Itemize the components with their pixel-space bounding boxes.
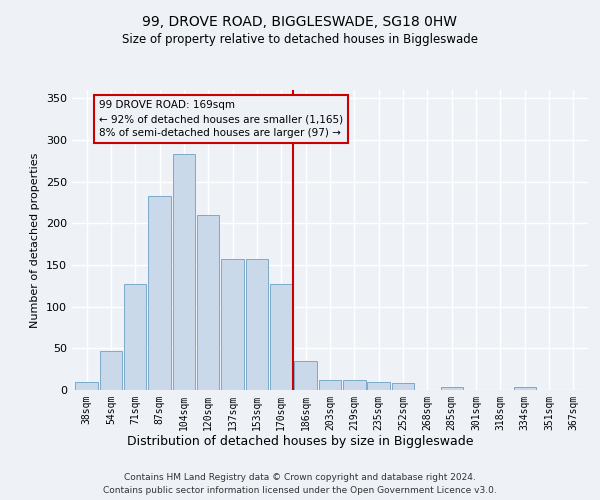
Text: Contains public sector information licensed under the Open Government Licence v3: Contains public sector information licen… — [103, 486, 497, 495]
Text: Contains HM Land Registry data © Crown copyright and database right 2024.: Contains HM Land Registry data © Crown c… — [124, 472, 476, 482]
Bar — [148, 196, 171, 390]
Bar — [124, 284, 146, 390]
Bar — [392, 384, 414, 390]
Bar — [197, 215, 220, 390]
Bar — [319, 380, 341, 390]
Text: 99, DROVE ROAD, BIGGLESWADE, SG18 0HW: 99, DROVE ROAD, BIGGLESWADE, SG18 0HW — [143, 15, 458, 29]
Text: 99 DROVE ROAD: 169sqm
← 92% of detached houses are smaller (1,165)
8% of semi-de: 99 DROVE ROAD: 169sqm ← 92% of detached … — [99, 100, 343, 138]
Bar — [343, 380, 365, 390]
Bar — [270, 284, 293, 390]
Text: Distribution of detached houses by size in Biggleswade: Distribution of detached houses by size … — [127, 435, 473, 448]
Bar — [367, 382, 390, 390]
Bar — [440, 386, 463, 390]
Bar — [514, 386, 536, 390]
Bar — [221, 259, 244, 390]
Bar — [76, 382, 98, 390]
Bar — [295, 361, 317, 390]
Bar — [246, 259, 268, 390]
Text: Size of property relative to detached houses in Biggleswade: Size of property relative to detached ho… — [122, 32, 478, 46]
Y-axis label: Number of detached properties: Number of detached properties — [31, 152, 40, 328]
Bar — [173, 154, 195, 390]
Bar — [100, 351, 122, 390]
